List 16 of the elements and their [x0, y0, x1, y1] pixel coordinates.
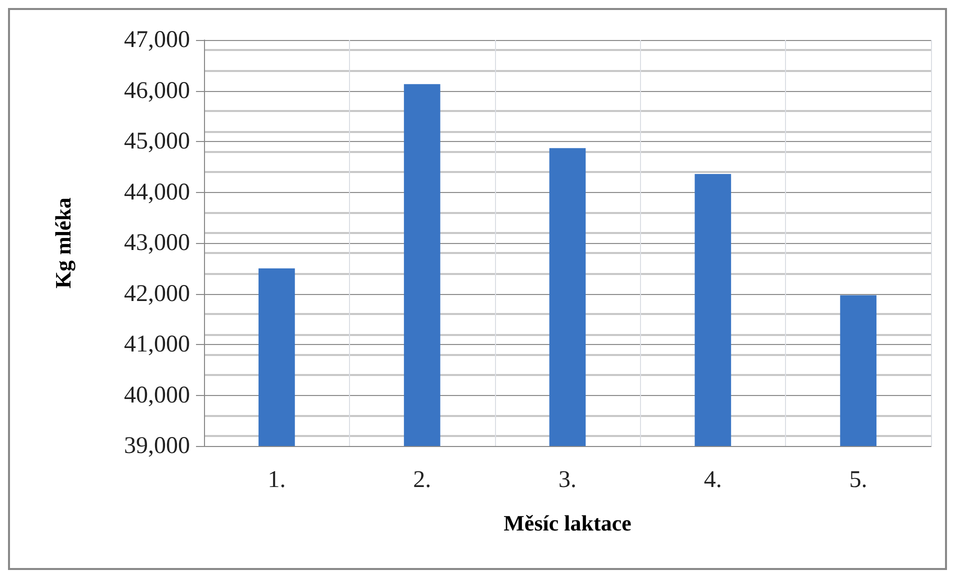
y-tick-label: 47,000 [124, 27, 190, 53]
y-tick-label: 43,000 [124, 230, 190, 256]
y-tick-label: 42,000 [124, 280, 190, 307]
x-axis-title: Měsíc laktace [504, 510, 632, 536]
y-tick-label: 41,000 [124, 332, 190, 358]
x-tick-label: 3. [558, 467, 576, 493]
y-tick-label: 39,000 [124, 433, 190, 459]
y-tick-label: 45,000 [124, 128, 190, 154]
y-tick-label: 44,000 [124, 179, 190, 206]
y-axis-title: Kg mléka [50, 197, 76, 289]
x-tick-label: 5. [849, 467, 868, 493]
x-tick-label: 2. [413, 467, 432, 493]
y-tick-label: 46,000 [124, 78, 190, 104]
y-tick-label: 40,000 [124, 382, 190, 408]
x-tick-label: 1. [268, 467, 286, 493]
x-tick-label: 4. [704, 467, 722, 493]
